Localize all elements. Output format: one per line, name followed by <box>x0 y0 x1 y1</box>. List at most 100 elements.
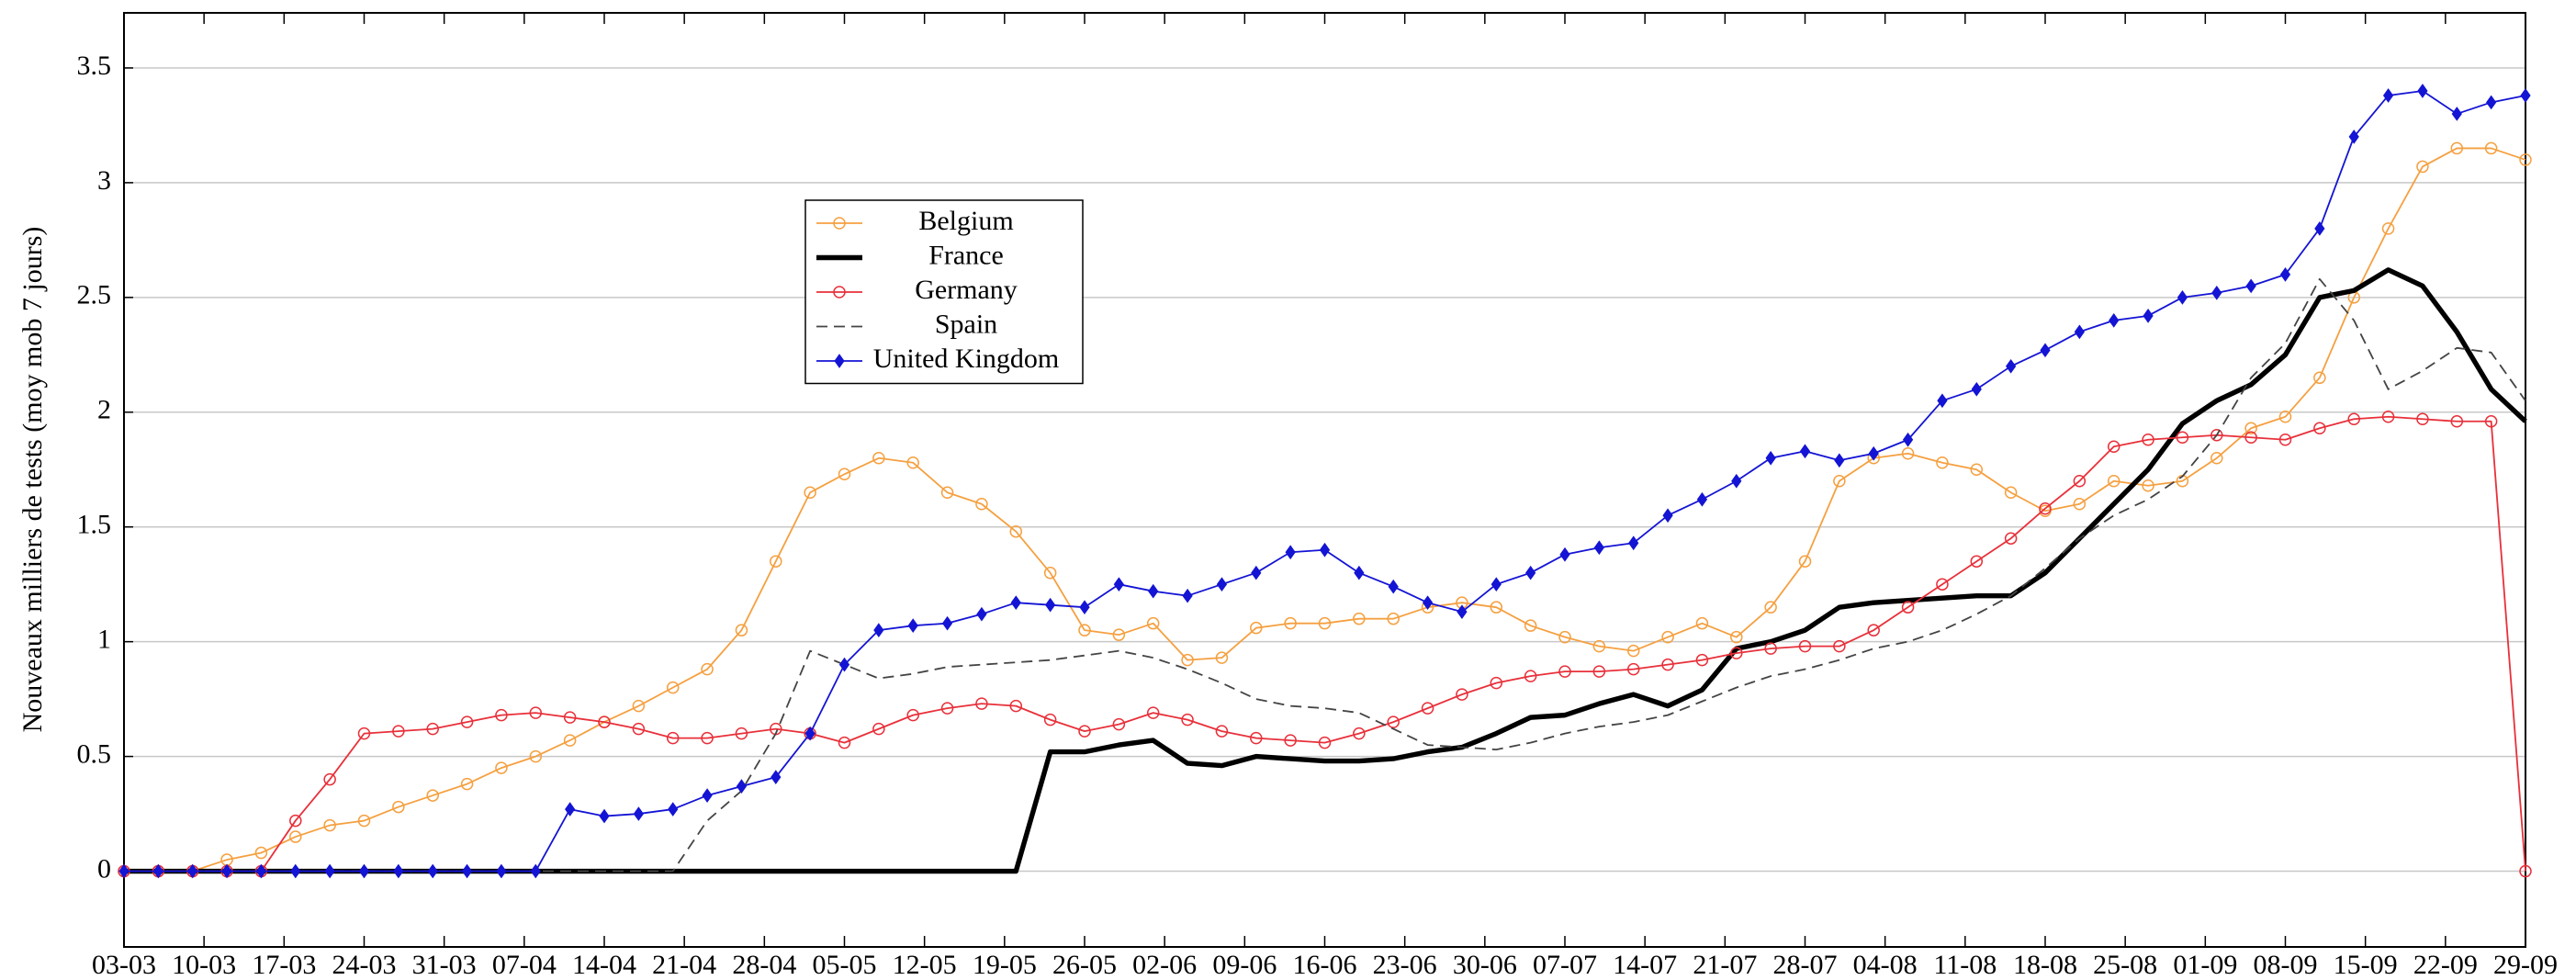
marker <box>599 808 610 824</box>
marker <box>633 806 644 821</box>
x-tick-label: 21-07 <box>1693 950 1757 980</box>
marker <box>1388 579 1399 594</box>
x-tick-label: 08-09 <box>2254 950 2318 980</box>
x-tick-label: 21-04 <box>652 950 716 980</box>
marker <box>358 863 370 879</box>
marker <box>2484 415 2498 428</box>
marker <box>1251 565 1262 580</box>
marker <box>736 779 748 794</box>
x-tick-label: 31-03 <box>412 950 477 980</box>
line <box>124 415 2526 873</box>
series <box>124 277 2526 873</box>
marker <box>668 802 679 817</box>
marker <box>1146 616 1160 630</box>
marker <box>392 725 405 738</box>
marker <box>2347 412 2360 426</box>
marker <box>940 702 954 715</box>
marker <box>833 286 846 299</box>
marker <box>701 731 714 745</box>
marker <box>1318 616 1332 630</box>
x-tick-label: 12-05 <box>893 950 957 980</box>
marker <box>392 800 405 814</box>
marker <box>2484 141 2498 155</box>
x-tick-label: 30-06 <box>1453 950 1517 980</box>
marker <box>2006 358 2017 374</box>
marker <box>289 814 302 828</box>
marker <box>1181 653 1194 667</box>
marker <box>906 708 919 722</box>
marker <box>1043 713 1057 727</box>
x-tick-label: 07-04 <box>492 950 557 980</box>
marker <box>1284 734 1297 747</box>
marker <box>833 217 846 230</box>
marker <box>393 863 404 879</box>
y-axis-label: Nouveaux milliers de tests (moy mob 7 jo… <box>17 227 48 733</box>
marker <box>1009 699 1023 713</box>
marker <box>187 863 198 879</box>
marker <box>1078 624 1091 636</box>
marker <box>2381 411 2395 423</box>
x-tick-label: 19-05 <box>973 950 1037 980</box>
legend-label: United Kingdom <box>873 344 1060 374</box>
marker <box>2177 289 2188 305</box>
marker <box>495 761 508 774</box>
marker <box>1799 444 1811 459</box>
x-tick-label: 05-05 <box>813 950 877 980</box>
marker <box>2073 497 2087 511</box>
marker <box>666 731 680 745</box>
marker <box>906 456 919 469</box>
x-tick-label: 23-06 <box>1373 950 1437 980</box>
marker <box>702 788 713 803</box>
x-tick-label: 17-03 <box>252 950 316 980</box>
marker <box>323 772 336 786</box>
marker <box>1524 670 1537 682</box>
marker <box>1182 588 1193 603</box>
y-tick-label: 0 <box>97 853 111 884</box>
marker <box>771 770 782 784</box>
y-tick-label: 2.5 <box>77 280 112 310</box>
x-tick-label: 02-06 <box>1132 950 1197 980</box>
marker <box>2278 434 2292 446</box>
marker <box>1284 616 1297 630</box>
marker <box>1490 601 1503 614</box>
marker <box>735 727 748 740</box>
marker <box>426 789 439 802</box>
marker <box>1730 630 1743 644</box>
marker <box>1559 546 1570 562</box>
marker <box>1318 736 1332 749</box>
marker <box>1043 566 1057 580</box>
marker <box>2313 371 2326 385</box>
marker <box>1558 665 1571 678</box>
marker <box>2451 107 2462 121</box>
marker <box>1971 381 1982 397</box>
x-tick-label: 14-04 <box>572 950 636 980</box>
x-tick-label: 07-07 <box>1533 950 1597 980</box>
marker <box>2416 412 2429 426</box>
marker <box>2450 415 2464 428</box>
x-tick-label: 10-03 <box>172 950 236 980</box>
marker <box>2004 532 2018 545</box>
marker <box>735 624 748 636</box>
marker <box>2486 95 2497 110</box>
marker <box>530 863 541 879</box>
marker <box>975 497 988 511</box>
x-tick-label: 03-03 <box>92 950 156 980</box>
marker <box>1661 630 1674 644</box>
marker <box>804 486 816 499</box>
marker <box>323 818 336 832</box>
marker <box>2244 422 2257 435</box>
marker <box>290 863 301 879</box>
marker <box>2211 285 2222 300</box>
marker <box>2040 343 2051 358</box>
marker <box>2381 222 2395 235</box>
series <box>118 84 2531 879</box>
marker <box>2245 278 2256 294</box>
marker <box>632 722 646 736</box>
marker <box>1662 508 1673 524</box>
marker <box>838 657 850 672</box>
marker <box>254 846 268 860</box>
marker <box>1902 432 1914 447</box>
marker <box>834 354 845 368</box>
x-tick-label: 18-08 <box>2013 950 2077 980</box>
marker <box>872 452 885 465</box>
